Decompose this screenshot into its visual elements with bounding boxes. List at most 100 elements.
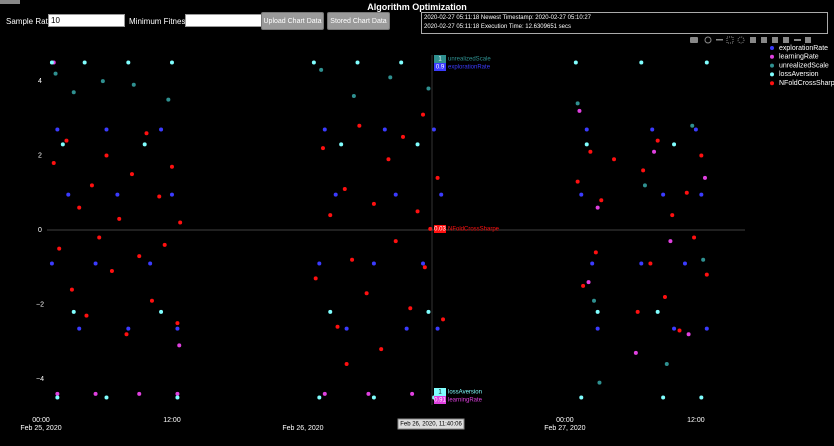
legend-label: unrealizedScale	[779, 62, 829, 69]
hover-name: NFoldCrossSharpe	[448, 227, 500, 233]
point	[575, 179, 580, 184]
point	[371, 261, 376, 266]
point	[577, 108, 582, 113]
x-tick-date: Feb 25, 2020	[20, 425, 61, 432]
autoscale-icon[interactable]	[772, 37, 778, 43]
point	[421, 112, 426, 117]
point	[415, 142, 420, 147]
point	[313, 276, 318, 281]
min-fitness-label: Minimum Fitness:	[129, 17, 192, 26]
point	[597, 380, 602, 385]
pan-icon[interactable]	[716, 39, 723, 41]
point	[672, 142, 677, 147]
zoom-in-icon[interactable]	[750, 37, 756, 43]
point	[319, 67, 324, 72]
legend-marker	[770, 81, 774, 86]
point	[388, 75, 393, 80]
point	[595, 205, 600, 210]
point	[661, 192, 666, 197]
point	[49, 60, 54, 65]
point	[71, 309, 76, 314]
zoom-out-icon[interactable]	[761, 37, 767, 43]
x-tick-date: Feb 26, 2020	[282, 425, 323, 432]
point	[137, 391, 142, 396]
point	[639, 261, 644, 266]
point	[590, 261, 595, 266]
hover-box	[434, 55, 446, 63]
point	[77, 326, 82, 331]
point	[355, 60, 360, 65]
point	[333, 192, 338, 197]
point	[661, 395, 666, 400]
point	[635, 309, 640, 314]
point	[142, 142, 147, 147]
point	[648, 261, 653, 266]
point	[379, 347, 384, 352]
point	[371, 395, 376, 400]
point	[64, 138, 69, 143]
point	[129, 172, 134, 177]
point	[339, 142, 344, 147]
point	[599, 198, 604, 203]
legend-label: lossAversion	[779, 71, 819, 78]
point	[428, 226, 433, 231]
point	[69, 287, 74, 292]
point	[169, 192, 174, 197]
spike-icon[interactable]	[794, 39, 801, 41]
point	[175, 395, 180, 400]
min-fitness-input[interactable]	[185, 14, 262, 27]
point	[82, 60, 87, 65]
hover-value: 1	[438, 57, 442, 63]
point	[51, 160, 56, 165]
point	[93, 261, 98, 266]
camera-icon[interactable]	[690, 37, 698, 43]
lasso-icon[interactable]	[737, 36, 745, 44]
point	[399, 60, 404, 65]
point	[335, 324, 340, 329]
point	[126, 60, 131, 65]
select-icon[interactable]	[726, 36, 734, 44]
toolbar	[690, 36, 811, 44]
point	[701, 257, 706, 262]
point	[366, 391, 371, 396]
point	[575, 101, 580, 106]
x-tick-label: 12:00	[163, 417, 181, 424]
sample-rate-input[interactable]	[48, 14, 125, 27]
point	[699, 395, 704, 400]
point	[699, 192, 704, 197]
hover-name: explorationRate	[448, 65, 491, 71]
point	[357, 123, 362, 128]
x-tick-label: 00:00	[556, 417, 574, 424]
stored-button[interactable]: Stored Chart Data	[327, 12, 390, 30]
hover-label: 1 lossAversion	[434, 388, 482, 396]
x-tick-label: 00:00	[32, 417, 50, 424]
point	[342, 187, 347, 192]
point	[655, 138, 660, 143]
point	[350, 257, 355, 262]
hover-value: 1	[438, 390, 442, 396]
point	[159, 127, 164, 132]
point	[169, 60, 174, 65]
hover-icon[interactable]	[805, 37, 811, 43]
point	[633, 350, 638, 355]
point	[66, 192, 71, 197]
sample-rate-label: Sample Rate:	[6, 17, 55, 26]
point	[431, 127, 436, 132]
point	[595, 326, 600, 331]
tab	[0, 0, 20, 4]
point	[175, 321, 180, 326]
reset-icon[interactable]	[783, 37, 789, 43]
point	[71, 90, 76, 95]
point	[650, 127, 655, 132]
point	[77, 205, 82, 210]
point	[579, 192, 584, 197]
point	[401, 134, 406, 139]
point	[612, 157, 617, 162]
point	[166, 97, 171, 102]
point	[702, 175, 707, 180]
hover-label: 0.9 explorationRate	[434, 63, 491, 71]
upload-button[interactable]: Upload Chart Data	[261, 12, 324, 30]
point	[586, 280, 591, 285]
zoom-icon[interactable]	[704, 36, 712, 44]
